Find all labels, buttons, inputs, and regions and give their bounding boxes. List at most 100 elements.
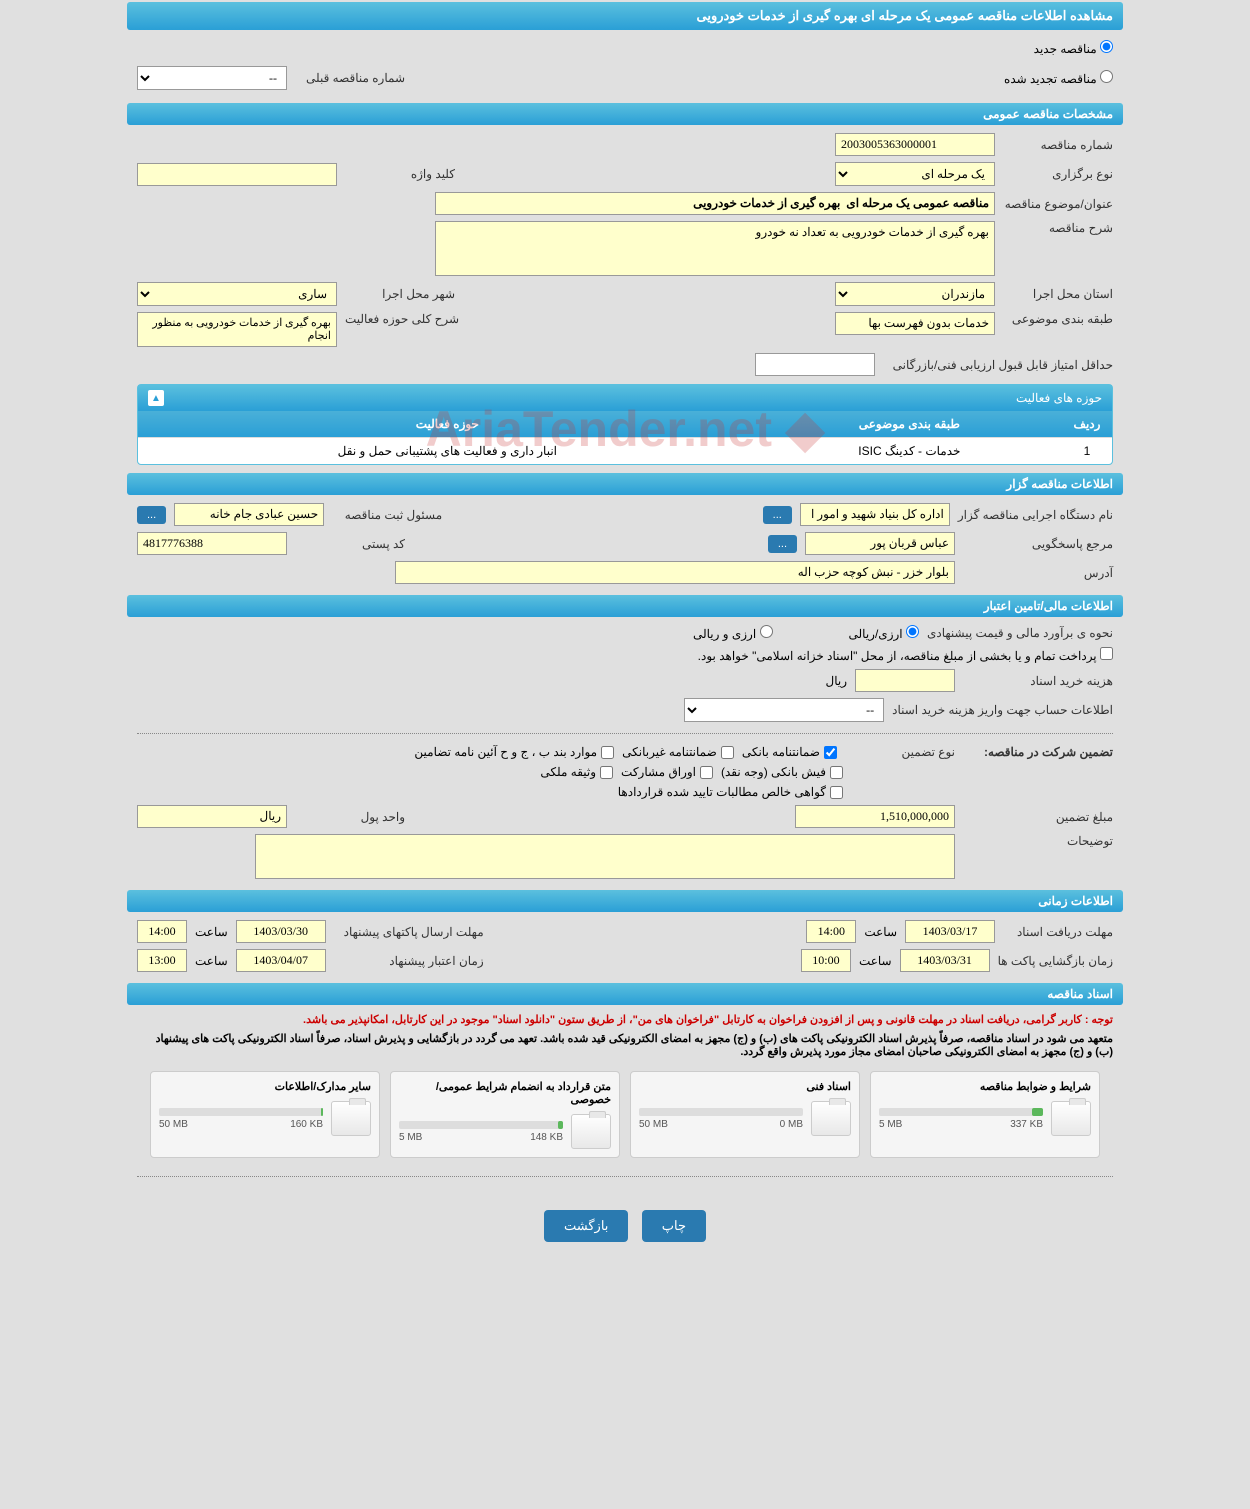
guarantee-type-label: نوع تضمین <box>845 745 955 759</box>
divider-2 <box>137 1176 1113 1177</box>
postal-input[interactable] <box>137 532 287 555</box>
check-cash[interactable]: فیش بانکی (وجه نقد) <box>721 765 843 779</box>
min-score-label: حداقل امتیاز قابل قبول ارزیابی فنی/بازرگ… <box>883 358 1113 372</box>
opening-label: زمان بازگشایی پاکت ها <box>998 954 1113 968</box>
responder-input[interactable] <box>805 532 955 555</box>
guarantee-label: تضمین شرکت در مناقصه: <box>963 745 1113 759</box>
city-select[interactable]: ساری <box>137 282 337 306</box>
doc-title: شرایط و ضوابط مناقصه <box>879 1080 1091 1093</box>
validity-date[interactable] <box>236 949 326 972</box>
note-red: توجه : کاربر گرامی، دریافت اسناد در مهلت… <box>127 1010 1123 1029</box>
city-label: شهر محل اجرا <box>345 287 455 301</box>
exec-label: نام دستگاه اجرایی مناقصه گزار <box>958 508 1113 522</box>
check-bank[interactable]: ضمانتنامه بانکی <box>742 745 837 759</box>
province-label: استان محل اجرا <box>1003 287 1113 301</box>
holding-type-select[interactable]: یک مرحله ای <box>835 162 995 186</box>
prev-number-label: شماره مناقصه قبلی <box>295 71 405 85</box>
doc-card[interactable]: متن قرارداد به انضمام شرایط عمومی/خصوصی5… <box>390 1071 620 1158</box>
radio-rial[interactable]: ارزی/ریالی <box>849 625 919 641</box>
currency-unit-input[interactable] <box>137 805 287 828</box>
receive-deadline-time[interactable] <box>806 920 856 943</box>
activity-desc-textarea[interactable]: بهره گیری از خدمات خودرویی به منظور انجا… <box>137 312 337 347</box>
folder-icon <box>811 1101 851 1136</box>
check-nonbank[interactable]: ضمانتنامه غیربانکی <box>622 745 734 759</box>
notes-textarea[interactable] <box>255 834 955 879</box>
radio-renewed-tender[interactable]: مناقصه تجدید شده <box>1004 70 1113 86</box>
col-category: طبقه بندی موضوعی <box>757 411 1062 438</box>
tender-title-label: عنوان/موضوع مناقصه <box>1003 197 1113 211</box>
section-general: مشخصات مناقصه عمومی <box>127 103 1123 125</box>
check-regulation[interactable]: موارد بند ب ، ج و ح آئین نامه تضامین <box>414 745 614 759</box>
activity-panel-title: حوزه های فعالیت <box>1016 391 1102 405</box>
registrar-more-button[interactable]: ... <box>137 506 166 524</box>
folder-icon <box>1051 1101 1091 1136</box>
account-select[interactable]: -- <box>684 698 884 722</box>
tender-title-input[interactable] <box>435 192 995 215</box>
opening-date[interactable] <box>900 949 990 972</box>
tender-number-label: شماره مناقصه <box>1003 138 1113 152</box>
exec-more-button[interactable]: ... <box>763 506 792 524</box>
category-label: طبقه بندی موضوعی <box>1003 312 1113 326</box>
time-label-3: ساعت <box>859 954 892 968</box>
activity-table: ردیف طبقه بندی موضوعی حوزه فعالیت 1خدمات… <box>138 411 1112 464</box>
activity-panel: حوزه های فعالیت ▲ ردیف طبقه بندی موضوعی … <box>137 384 1113 465</box>
province-select[interactable]: مازندران <box>835 282 995 306</box>
time-label-4: ساعت <box>195 954 228 968</box>
registrar-input[interactable] <box>174 503 324 526</box>
time-label-2: ساعت <box>195 925 228 939</box>
keyword-input[interactable] <box>137 163 337 186</box>
radio-foreign[interactable]: ارزی و ریالی <box>693 625 773 641</box>
col-row: ردیف <box>1062 411 1112 438</box>
guarantee-amount-input[interactable] <box>795 805 955 828</box>
estimate-label: نحوه ی برآورد مالی و قیمت پیشنهادی <box>927 626 1113 640</box>
doc-card[interactable]: اسناد فنی50 MB0 MB <box>630 1071 860 1158</box>
opening-time[interactable] <box>801 949 851 972</box>
currency-unit-label: واحد پول <box>295 810 405 824</box>
exec-input[interactable] <box>800 503 950 526</box>
category-input[interactable] <box>835 312 995 335</box>
print-button[interactable]: چاپ <box>642 1210 706 1242</box>
keyword-label: کلید واژه <box>345 167 455 181</box>
holding-type-label: نوع برگزاری <box>1003 167 1113 181</box>
doc-grid: شرایط و ضوابط مناقصه5 MB337 KBاسناد فنی5… <box>127 1061 1123 1168</box>
doc-title: سایر مدارک/اطلاعات <box>159 1080 371 1093</box>
collapse-icon[interactable]: ▲ <box>148 390 164 406</box>
responder-more-button[interactable]: ... <box>768 535 797 553</box>
validity-label: زمان اعتبار پیشنهاد <box>334 954 484 968</box>
submit-deadline-time[interactable] <box>137 920 187 943</box>
tender-desc-label: شرح مناقصه <box>1003 221 1113 235</box>
prev-number-select[interactable]: -- <box>137 66 287 90</box>
address-input[interactable] <box>395 561 955 584</box>
doc-cost-input[interactable] <box>855 669 955 692</box>
doc-card[interactable]: شرایط و ضوابط مناقصه5 MB337 KB <box>870 1071 1100 1158</box>
folder-icon <box>331 1101 371 1136</box>
submit-deadline-date[interactable] <box>236 920 326 943</box>
payment-note-check[interactable]: پرداخت تمام و یا بخشی از مبلغ مناقصه، از… <box>698 647 1113 663</box>
time-label-1: ساعت <box>864 925 897 939</box>
page-title: مشاهده اطلاعات مناقصه عمومی یک مرحله ای … <box>127 2 1123 30</box>
receive-deadline-date[interactable] <box>905 920 995 943</box>
check-participation[interactable]: اوراق مشارکت <box>621 765 713 779</box>
account-label: اطلاعات حساب جهت واریز هزینه خرید اسناد <box>892 703 1113 717</box>
back-button[interactable]: بازگشت <box>544 1210 628 1242</box>
divider <box>137 733 1113 734</box>
doc-title: متن قرارداد به انضمام شرایط عمومی/خصوصی <box>399 1080 611 1106</box>
min-score-input[interactable] <box>755 353 875 376</box>
radio-new-tender[interactable]: مناقصه جدید <box>1034 42 1113 56</box>
registrar-label: مسئول ثبت مناقصه <box>332 508 442 522</box>
table-row: 1خدمات - کدینگ ISICانبار داری و فعالیت ه… <box>138 438 1112 465</box>
tender-number-input[interactable] <box>835 133 995 156</box>
col-activity: حوزه فعالیت <box>138 411 757 438</box>
folder-icon <box>571 1114 611 1149</box>
address-label: آدرس <box>963 566 1113 580</box>
notes-label: توضیحات <box>963 834 1113 848</box>
doc-card[interactable]: سایر مدارک/اطلاعات50 MB160 KB <box>150 1071 380 1158</box>
check-property[interactable]: وثیقه ملکی <box>540 765 613 779</box>
tender-desc-textarea[interactable]: بهره گیری از خدمات خودرویی به تعداد نه خ… <box>435 221 995 276</box>
check-contracts[interactable]: گواهی خالص مطالبات تایید شده قراردادها <box>618 785 843 799</box>
validity-time[interactable] <box>137 949 187 972</box>
note-black: متعهد می شود در اسناد مناقصه، صرفاً پذیر… <box>127 1029 1123 1061</box>
submit-deadline-label: مهلت ارسال پاکتهای پیشنهاد <box>334 925 484 939</box>
section-financial: اطلاعات مالی/تامین اعتبار <box>127 595 1123 617</box>
section-timing: اطلاعات زمانی <box>127 890 1123 912</box>
